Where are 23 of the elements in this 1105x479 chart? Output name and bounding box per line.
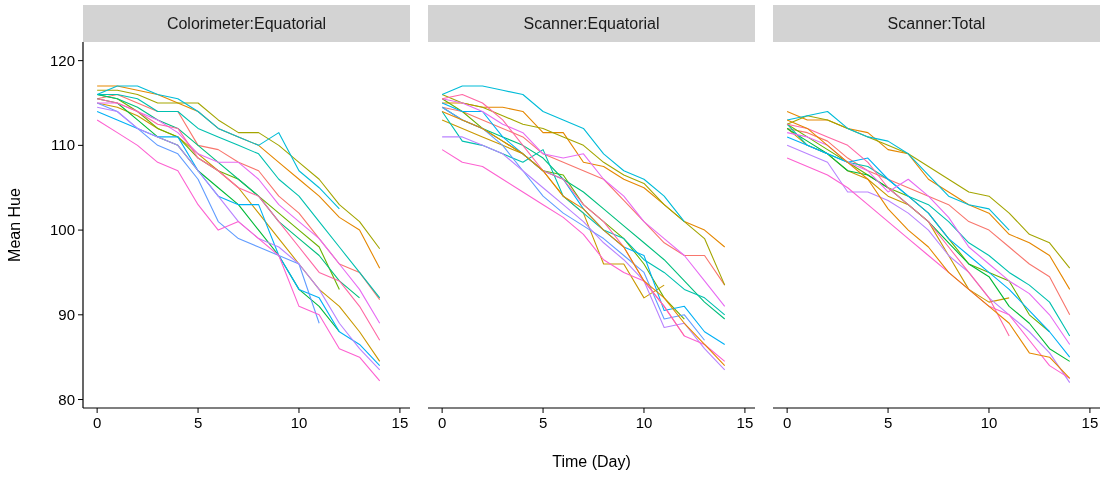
x-tick-label: 15 <box>1081 414 1099 431</box>
chart-title: Scanner:Equatorial <box>523 15 660 32</box>
y-tick-label: 90 <box>58 305 75 323</box>
x-tick-label: 0 <box>92 414 102 431</box>
x-tick-label: 15 <box>391 414 409 431</box>
x-tick-label: 5 <box>193 414 203 431</box>
chart-title: Scanner:Total <box>887 15 986 32</box>
x-tick-label: 5 <box>883 414 893 431</box>
x-tick-label: 10 <box>980 414 998 431</box>
x-tick-label: 0 <box>782 414 792 431</box>
chart-title: Colorimeter:Equatorial <box>166 15 327 32</box>
x-tick-label: 10 <box>635 414 653 431</box>
x-tick-label: 10 <box>290 414 308 431</box>
x-axis-title: Time (Day) <box>552 453 631 470</box>
line-series <box>96 85 340 210</box>
y-axis-title: Mean Hue <box>6 187 23 262</box>
y-tick-label: 110 <box>51 136 75 154</box>
y-tick-label: 100 <box>49 221 75 239</box>
x-tick-label: 0 <box>437 414 447 431</box>
x-tick-label: 15 <box>736 414 754 431</box>
y-tick-label: 80 <box>58 390 75 408</box>
y-tick-label: 120 <box>49 51 75 69</box>
x-tick-label: 5 <box>538 414 548 431</box>
